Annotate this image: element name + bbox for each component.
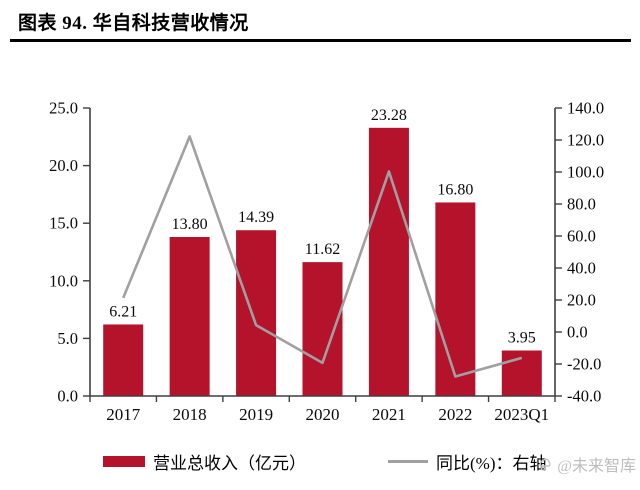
bar-value-label: 6.21 bbox=[109, 303, 137, 320]
revenue-bar-2020 bbox=[302, 262, 343, 396]
left-axis-tick-label: 15.0 bbox=[49, 214, 78, 233]
right-axis-tick-label: 60.0 bbox=[567, 227, 596, 246]
yoy-line bbox=[122, 135, 523, 378]
right-axis-tick-label: 20.0 bbox=[567, 291, 596, 310]
right-axis-tick-label: 40.0 bbox=[567, 259, 596, 278]
x-axis-label: 2023Q1 bbox=[494, 405, 549, 424]
x-axis-label: 2022 bbox=[438, 405, 472, 424]
right-axis-tick-label: -20.0 bbox=[567, 355, 601, 374]
right-axis-tick-label: 0.0 bbox=[567, 323, 588, 342]
revenue-bar-2018 bbox=[169, 237, 210, 396]
bar-value-label: 23.28 bbox=[371, 107, 407, 124]
yoy-legend-label: 同比(%)：右轴 bbox=[436, 454, 547, 473]
right-axis-tick-label: -40.0 bbox=[567, 387, 601, 406]
logo-icon bbox=[539, 458, 551, 471]
left-axis-tick-label: 20.0 bbox=[49, 156, 78, 175]
left-axis-tick-label: 25.0 bbox=[49, 99, 78, 118]
right-axis-tick-label: 80.0 bbox=[567, 195, 596, 214]
revenue-legend-label: 营业总收入（亿元） bbox=[153, 454, 306, 473]
revenue-bar-2019 bbox=[236, 230, 277, 396]
left-axis-tick-label: 0.0 bbox=[57, 387, 78, 406]
right-axis-tick-label: 140.0 bbox=[567, 99, 604, 118]
watermark: @未来智库 bbox=[539, 452, 636, 476]
bar-value-label: 14.39 bbox=[238, 209, 274, 226]
right-axis-tick-label: 120.0 bbox=[567, 131, 604, 150]
revenue-bar-swatch bbox=[103, 456, 145, 467]
bar-value-label: 13.80 bbox=[172, 216, 208, 233]
yoy-line-swatch bbox=[388, 460, 428, 463]
bar-value-label: 3.95 bbox=[508, 329, 536, 346]
bar-value-label: 11.62 bbox=[305, 241, 340, 258]
x-axis-label: 2020 bbox=[306, 405, 340, 424]
left-axis-tick-label: 10.0 bbox=[49, 271, 78, 290]
x-axis-label: 2018 bbox=[173, 405, 207, 424]
left-axis-tick-label: 5.0 bbox=[57, 329, 78, 348]
watermark-text: @未来智库 bbox=[557, 458, 636, 475]
revenue-bar-2021 bbox=[368, 127, 409, 397]
title-underline bbox=[10, 39, 631, 42]
revenue-bar-2017 bbox=[103, 324, 144, 396]
revenue-bar-2022 bbox=[435, 202, 476, 396]
legend-item-yoy: 同比(%)：右轴 bbox=[388, 449, 546, 474]
x-axis-label: 2021 bbox=[372, 405, 406, 424]
revenue-bar-2023Q1 bbox=[501, 350, 542, 396]
bar-value-label: 16.80 bbox=[437, 181, 473, 198]
right-axis-tick-label: 100.0 bbox=[567, 163, 604, 182]
x-axis-label: 2019 bbox=[239, 405, 273, 424]
legend-item-revenue: 营业总收入（亿元） bbox=[103, 449, 306, 474]
figure-title: 图表 94. 华自科技营收情况 bbox=[18, 13, 249, 34]
x-axis-label: 2017 bbox=[106, 405, 141, 424]
